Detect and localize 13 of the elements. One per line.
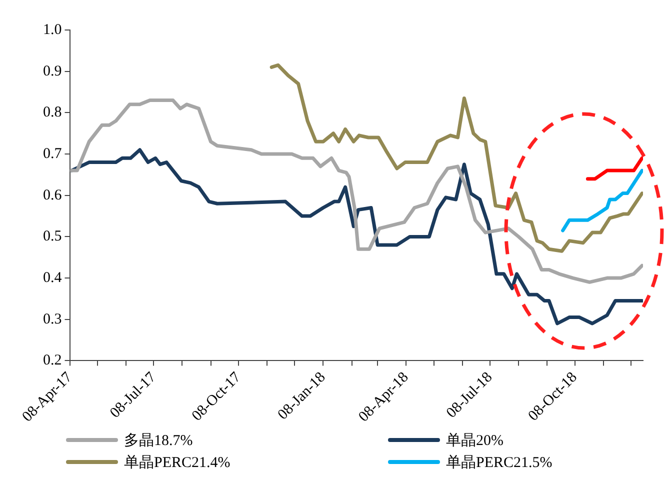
y-tick-label: 0.3 <box>43 311 62 328</box>
y-tick-label: 1.0 <box>43 22 62 38</box>
y-tick-label: 0.2 <box>43 352 62 369</box>
y-tick-label: 0.4 <box>43 270 62 286</box>
legend-label: 单晶PERC21.5% <box>446 454 552 472</box>
y-tick-label: 0.9 <box>43 63 62 80</box>
y-tick-label: 0.5 <box>43 228 62 245</box>
legend-label: 单晶20% <box>446 432 504 450</box>
y-tick-label: 0.6 <box>43 187 62 204</box>
y-tick-label: 0.7 <box>43 146 62 162</box>
legend-label: 多晶18.7% <box>124 432 193 450</box>
y-tick-label: 0.8 <box>43 104 62 121</box>
legend-label: 单晶PERC21.4% <box>124 454 230 472</box>
